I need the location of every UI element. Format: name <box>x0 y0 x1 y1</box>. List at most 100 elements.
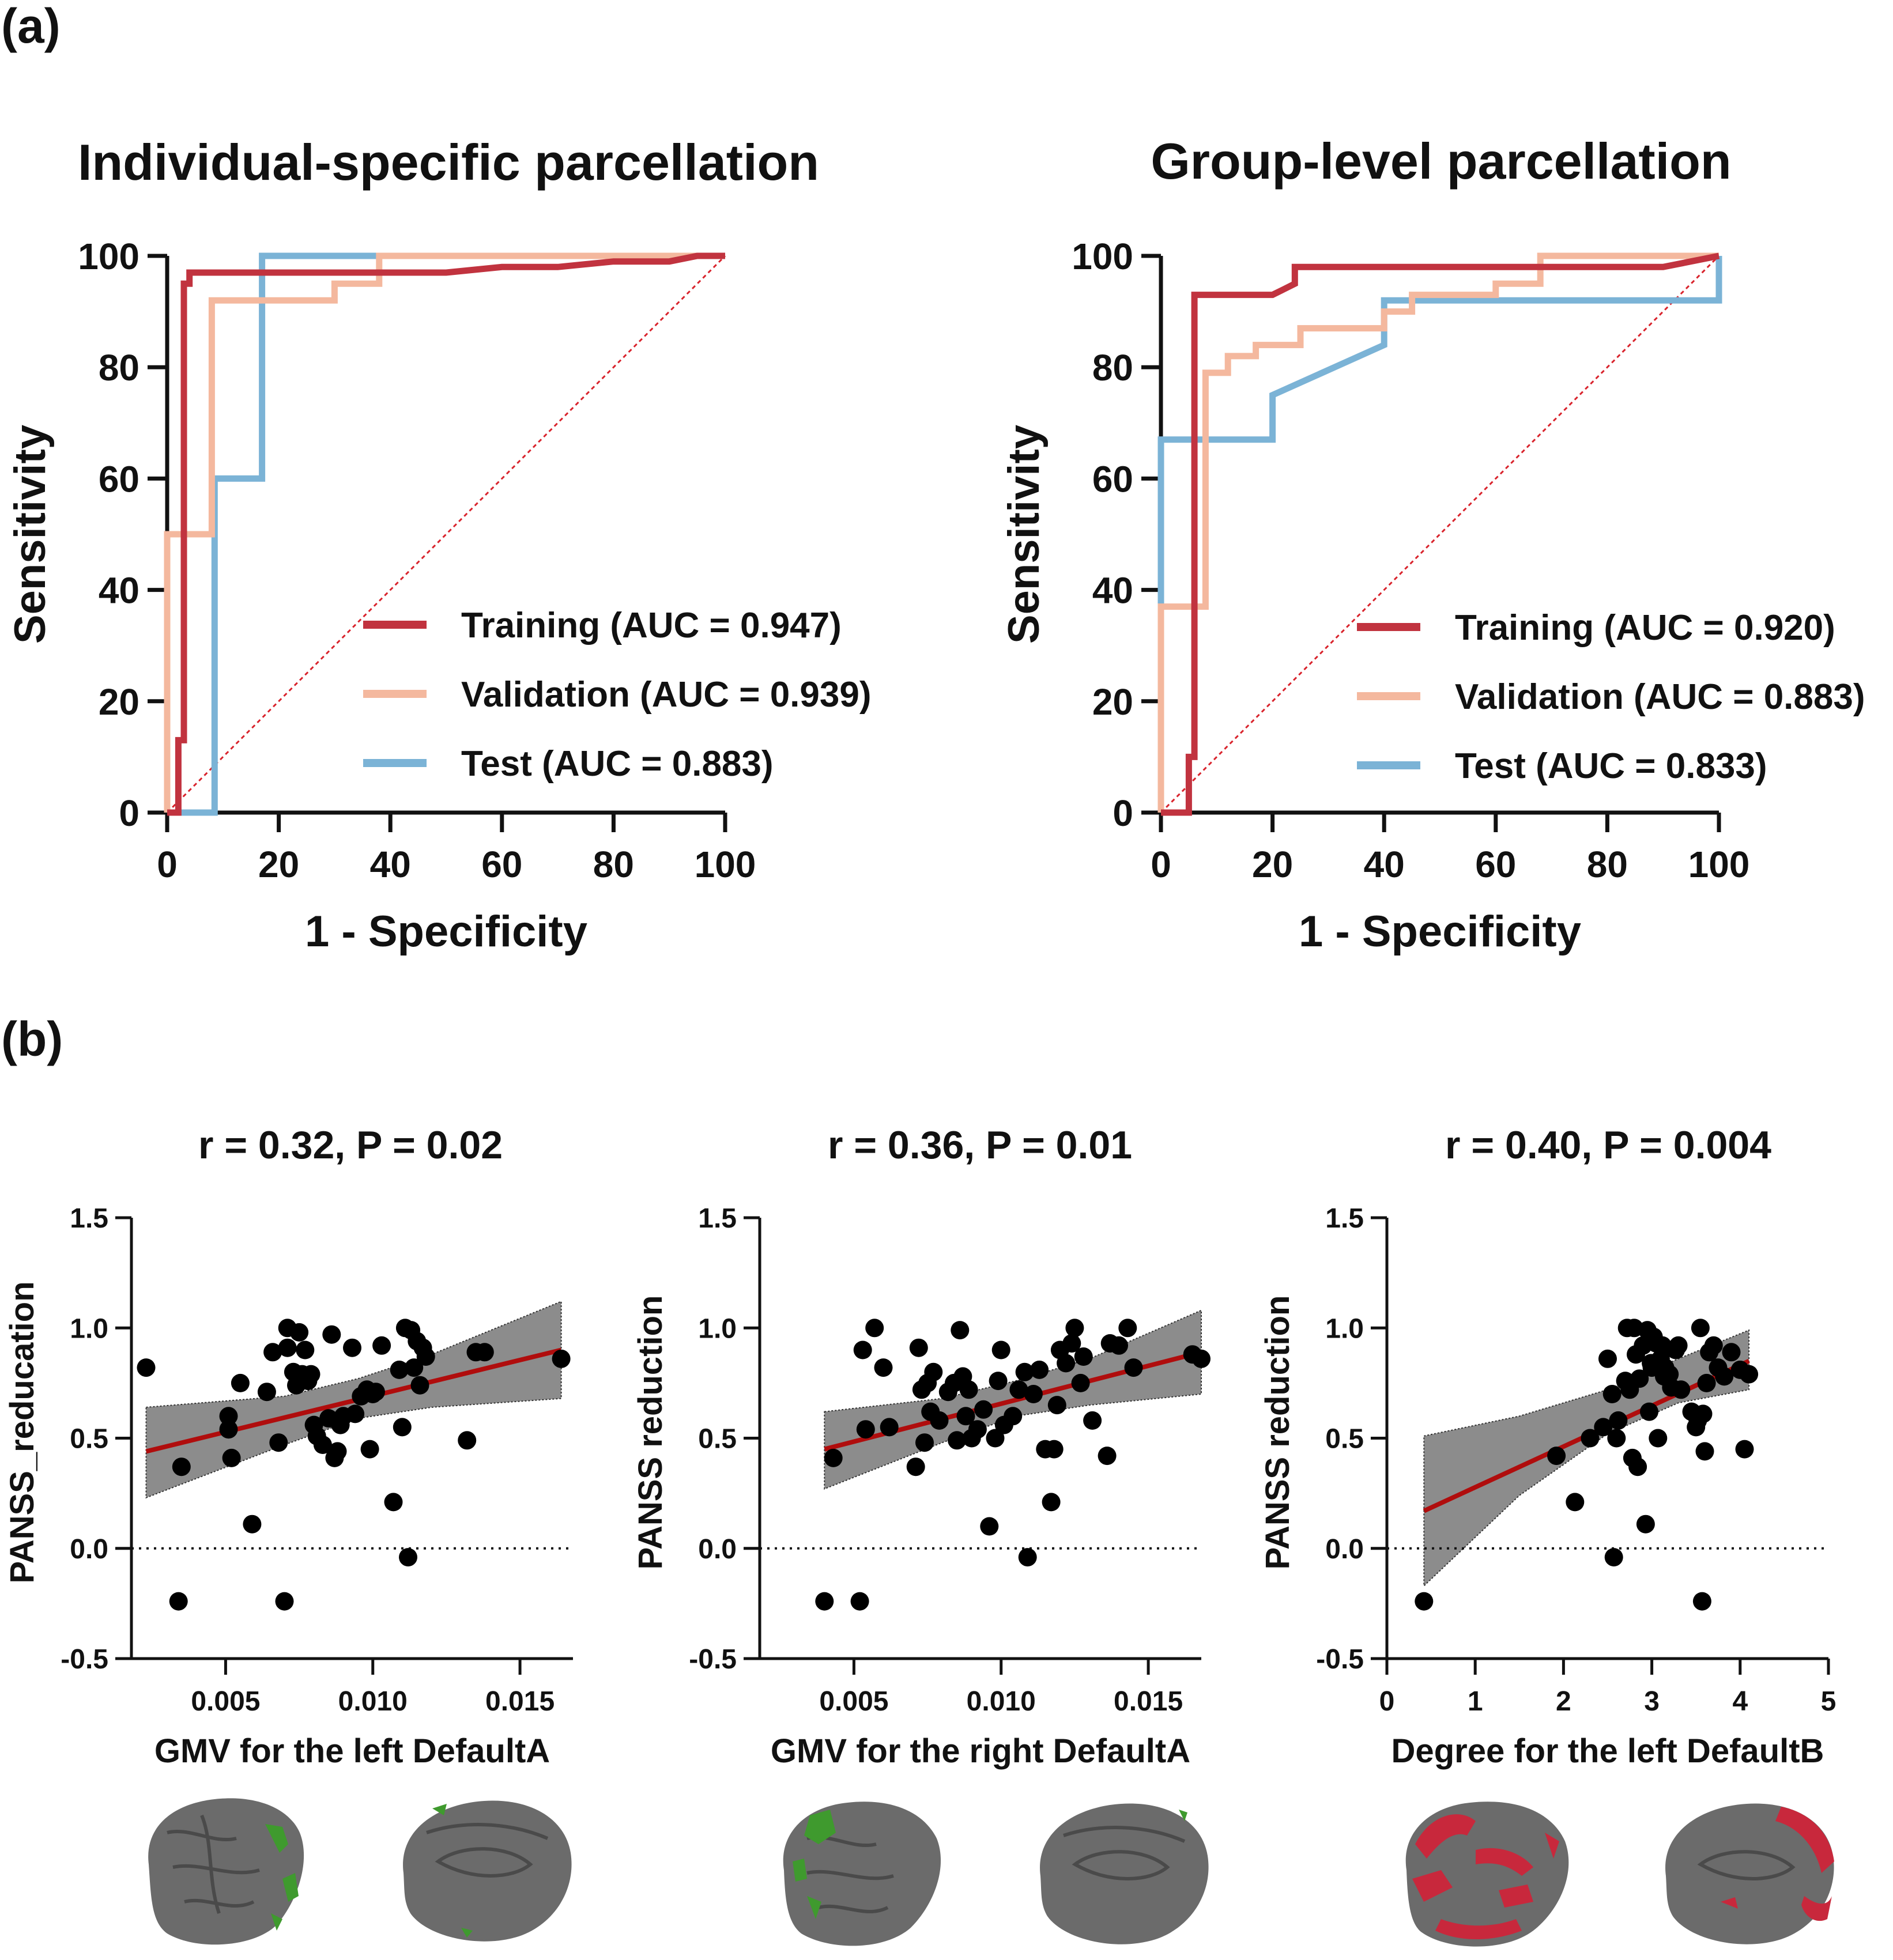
x-axis-label: GMV for the left DefaultA <box>154 1732 550 1770</box>
data-point <box>1024 1385 1043 1403</box>
data-point <box>850 1592 869 1611</box>
data-point <box>405 1358 424 1377</box>
y-axis-label: PANSS_reducation <box>3 1281 41 1583</box>
data-point <box>458 1431 477 1450</box>
data-point <box>346 1404 365 1423</box>
data-point <box>815 1592 834 1611</box>
data-point <box>1636 1515 1655 1534</box>
y-tick-label: 0.0 <box>698 1534 737 1565</box>
data-point <box>1018 1548 1037 1567</box>
y-tick-label: 1.0 <box>70 1313 108 1344</box>
y-tick-label: 40 <box>1092 570 1133 611</box>
x-tick-label: 60 <box>1475 844 1516 885</box>
y-tick-label: 1.0 <box>1325 1313 1364 1344</box>
y-tick-label: 100 <box>1072 236 1133 277</box>
legend-label-training: Training (AUC = 0.947) <box>461 606 842 645</box>
data-point <box>1083 1411 1102 1430</box>
x-axis-label: GMV for the right DefaultA <box>771 1732 1190 1770</box>
data-point <box>1715 1367 1734 1386</box>
data-point <box>974 1400 993 1419</box>
chart-title: r = 0.40, P = 0.004 <box>1445 1123 1771 1167</box>
data-point <box>1694 1404 1713 1423</box>
brain-image-right-defaulta-lateral <box>783 1802 941 1946</box>
data-point <box>959 1380 978 1399</box>
x-axis-label: 1 - Specificity <box>1299 907 1581 956</box>
legend-label-validation: Validation (AUC = 0.883) <box>1455 677 1865 717</box>
y-tick-label: 60 <box>1092 458 1133 500</box>
legend-label-training: Training (AUC = 0.920) <box>1455 608 1835 648</box>
x-tick-label: 5 <box>1821 1686 1837 1717</box>
data-point <box>343 1338 361 1357</box>
data-point <box>552 1349 571 1368</box>
data-point <box>322 1325 341 1344</box>
x-axis-label: Degree for the left DefaultB <box>1392 1732 1824 1770</box>
data-point <box>372 1336 391 1355</box>
x-tick-label: 40 <box>370 844 411 885</box>
data-point <box>1604 1548 1623 1567</box>
y-tick-label: 0.0 <box>1325 1534 1364 1565</box>
scatter-chart-left-defaulta: r = 0.32, P = 0.02 -0.5 0.0 0.5 1.0 1.5 0.005 0… <box>3 1123 573 1770</box>
brain-image-left-defaulta-medial <box>403 1800 572 1942</box>
data-point <box>384 1493 403 1512</box>
brain-image-right-defaulta-medial <box>1040 1803 1209 1944</box>
reference-diagonal-line <box>1160 255 1720 814</box>
y-tick-label: 80 <box>99 347 139 388</box>
data-point <box>1649 1429 1668 1448</box>
data-point <box>880 1418 899 1437</box>
data-point <box>1735 1440 1754 1459</box>
data-point <box>393 1418 412 1437</box>
data-point <box>290 1323 309 1342</box>
y-tick-label: -0.5 <box>689 1644 737 1675</box>
brain-image-left-defaulta-lateral <box>148 1798 304 1945</box>
chart-title: Individual-specific parcellation <box>78 134 819 191</box>
data-point <box>1057 1354 1076 1373</box>
data-point <box>1598 1349 1617 1368</box>
data-point <box>328 1442 347 1461</box>
data-point <box>930 1411 949 1430</box>
data-point <box>222 1448 241 1467</box>
data-point <box>269 1433 288 1452</box>
y-axis-label: PANSS reduction <box>632 1296 669 1570</box>
legend-label-validation: Validation (AUC = 0.939) <box>461 675 872 715</box>
y-tick-label: 20 <box>1092 681 1133 723</box>
data-point <box>909 1338 928 1357</box>
data-point <box>1415 1592 1434 1611</box>
x-tick-label: 0.010 <box>338 1686 408 1717</box>
data-point <box>1044 1440 1064 1459</box>
chart-title: r = 0.32, P = 0.02 <box>198 1123 503 1167</box>
x-tick-label: 0.015 <box>1114 1686 1183 1717</box>
data-point <box>865 1319 884 1338</box>
scatter-chart-left-defaultb: r = 0.40, P = 0.004 -0.5 0.0 0.5 1.0 1.5 0 1 2 3 4… <box>1259 1123 1836 1770</box>
x-axis-label: 1 - Specificity <box>305 907 587 956</box>
data-point <box>263 1343 282 1362</box>
roc-curve-test <box>1157 256 1722 813</box>
data-point <box>1042 1493 1061 1512</box>
y-tick-label: 0.5 <box>698 1424 737 1455</box>
data-point <box>1030 1360 1049 1379</box>
x-tick-label: 100 <box>1688 844 1750 885</box>
data-point <box>475 1343 494 1362</box>
y-axis-label: Sensitivity <box>6 425 55 644</box>
data-point <box>416 1347 435 1366</box>
data-point <box>1047 1396 1066 1415</box>
data-point <box>1062 1334 1081 1353</box>
legend-label-test: Test (AUC = 0.883) <box>461 744 774 784</box>
data-point <box>989 1372 1008 1391</box>
data-point <box>1607 1429 1626 1448</box>
y-tick-label: 20 <box>99 681 139 723</box>
data-point <box>1695 1442 1714 1461</box>
roc-chart-individual: Individual-specific parcellation 0 20 40 60 8… <box>6 134 872 956</box>
data-point <box>137 1358 156 1377</box>
x-tick-label: 2 <box>1556 1686 1571 1717</box>
x-tick-label: 80 <box>593 844 634 885</box>
data-point <box>1118 1319 1137 1338</box>
chart-title: r = 0.36, P = 0.01 <box>828 1123 1132 1167</box>
data-point <box>1594 1418 1613 1437</box>
x-tick-label: 4 <box>1732 1686 1748 1717</box>
data-point <box>1015 1362 1034 1381</box>
data-point <box>1602 1385 1622 1403</box>
x-tick-label: 0.005 <box>819 1686 888 1717</box>
data-point <box>1110 1336 1128 1355</box>
x-tick-label: 60 <box>481 844 522 885</box>
y-axis-label: PANSS reduction <box>1259 1296 1296 1570</box>
